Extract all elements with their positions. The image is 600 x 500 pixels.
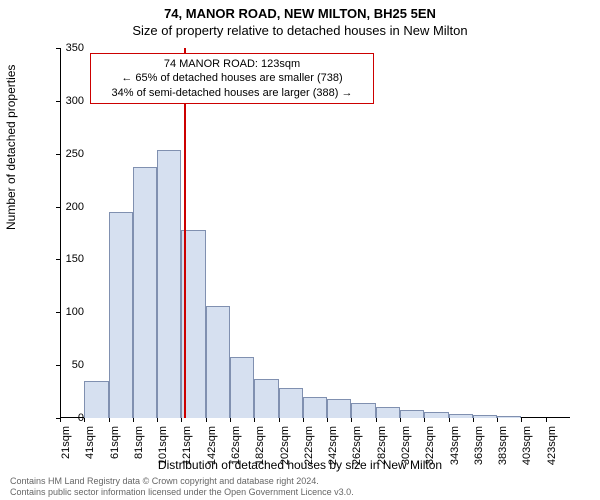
histogram-bar xyxy=(206,306,230,418)
y-tick-label: 150 xyxy=(66,253,84,265)
x-tick-label: 142sqm xyxy=(206,426,218,466)
histogram-bar xyxy=(279,388,303,418)
footer-line2: Contains public sector information licen… xyxy=(10,487,354,498)
x-tick-label: 202sqm xyxy=(279,426,291,466)
y-tick-label: 50 xyxy=(72,359,84,371)
histogram-bar xyxy=(84,381,108,418)
x-tick-label: 222sqm xyxy=(303,426,315,466)
y-tick-label: 350 xyxy=(66,42,84,54)
property-info-box: 74 MANOR ROAD: 123sqm← 65% of detached h… xyxy=(90,53,374,104)
histogram-bar xyxy=(376,407,400,418)
histogram-bar xyxy=(449,414,473,418)
histogram-bar xyxy=(303,397,327,418)
histogram-bar xyxy=(424,412,448,418)
x-tick-label: 41sqm xyxy=(84,426,96,466)
histogram-bar xyxy=(157,150,181,419)
histogram-bar xyxy=(133,167,157,418)
x-tick-label: 81sqm xyxy=(133,426,145,466)
x-tick-label: 302sqm xyxy=(400,426,412,466)
x-tick-label: 162sqm xyxy=(230,426,242,466)
x-tick-label: 262sqm xyxy=(351,426,363,466)
x-tick-label: 182sqm xyxy=(254,426,266,466)
x-tick-label: 423sqm xyxy=(546,426,558,466)
histogram-bar xyxy=(400,410,424,418)
histogram-bar xyxy=(497,416,521,418)
histogram-bar xyxy=(254,379,278,418)
footer-attribution: Contains HM Land Registry data © Crown c… xyxy=(10,476,354,498)
x-tick-label: 322sqm xyxy=(424,426,436,466)
x-tick-label: 121sqm xyxy=(181,426,193,466)
y-tick-label: 0 xyxy=(78,412,84,424)
x-tick-label: 61sqm xyxy=(109,426,121,466)
info-box-line: 34% of semi-detached houses are larger (… xyxy=(97,86,367,100)
y-tick-label: 200 xyxy=(66,201,84,213)
y-tick-label: 250 xyxy=(66,148,84,160)
chart-title-address: 74, MANOR ROAD, NEW MILTON, BH25 5EN xyxy=(0,0,600,21)
x-tick-label: 383sqm xyxy=(497,426,509,466)
footer-line1: Contains HM Land Registry data © Crown c… xyxy=(10,476,354,487)
histogram-bar xyxy=(351,403,375,418)
histogram-bar xyxy=(230,357,254,418)
x-tick-label: 363sqm xyxy=(473,426,485,466)
x-tick-label: 242sqm xyxy=(327,426,339,466)
histogram-bar xyxy=(109,212,133,418)
y-tick-label: 300 xyxy=(66,95,84,107)
histogram-bar xyxy=(473,415,497,418)
chart-subtitle: Size of property relative to detached ho… xyxy=(0,21,600,38)
x-tick-label: 21sqm xyxy=(60,426,72,466)
info-box-line: ← 65% of detached houses are smaller (73… xyxy=(97,71,367,85)
y-axis-label: Number of detached properties xyxy=(4,65,18,230)
x-tick-label: 343sqm xyxy=(449,426,461,466)
info-box-line: 74 MANOR ROAD: 123sqm xyxy=(97,57,367,71)
plot-area: 74 MANOR ROAD: 123sqm← 65% of detached h… xyxy=(60,48,570,418)
x-tick-label: 282sqm xyxy=(376,426,388,466)
x-tick-label: 101sqm xyxy=(157,426,169,466)
x-tick-label: 403sqm xyxy=(521,426,533,466)
histogram-bar xyxy=(327,399,351,418)
y-tick-label: 100 xyxy=(66,306,84,318)
